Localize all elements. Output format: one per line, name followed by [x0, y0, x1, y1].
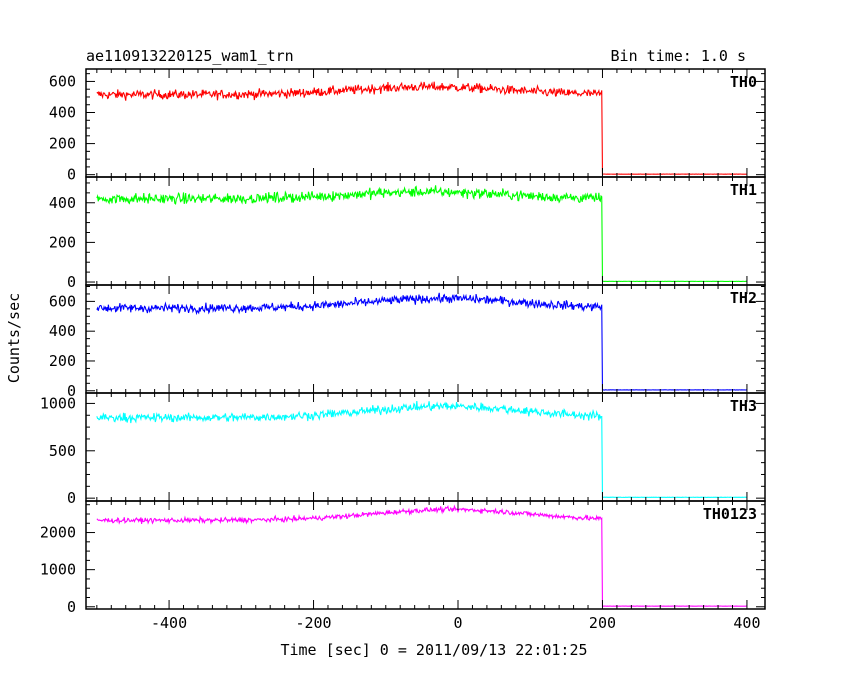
- y-tick-label: 0: [67, 166, 76, 184]
- x-tick-label: 200: [589, 614, 616, 632]
- panel-th0123: 0 1000 2000 TH0123: [40, 500, 766, 616]
- y-axis-label: Counts/sec: [5, 293, 23, 383]
- y-tick-label: 400: [49, 194, 76, 212]
- panel-frame: [85, 392, 766, 502]
- bin-time-label: Bin time: 1.0 s: [611, 47, 746, 65]
- series-th2: [96, 292, 748, 391]
- y-tick-label: 1000: [40, 561, 76, 579]
- y-tick-label: 2000: [40, 524, 76, 542]
- panel-th3: 0 500 1000 TH3: [40, 392, 766, 507]
- channel-label: TH3: [730, 397, 757, 415]
- series-th1: [96, 185, 748, 282]
- panel-th2: 0 200 400 600 TH2: [49, 284, 766, 400]
- series-th3: [96, 401, 748, 498]
- panel-frame: [85, 500, 766, 610]
- y-tick-label: 0: [67, 598, 76, 616]
- x-tick-label: 400: [733, 614, 760, 632]
- y-tick-label: 0: [67, 273, 76, 291]
- y-tick-label: 200: [49, 352, 76, 370]
- x-tick-label: -200: [295, 614, 331, 632]
- panels-group: 0 200 400 600 TH0 0 200 400 TH1 0 200 400 600 TH2 0 500…: [40, 68, 766, 632]
- channel-label: TH0123: [703, 505, 757, 523]
- y-tick-label: 200: [49, 135, 76, 153]
- y-tick-label: 0: [67, 489, 76, 507]
- series-th0123: [96, 504, 747, 607]
- channel-label: TH0: [730, 73, 757, 91]
- chart-title: ae110913220125_wam1_trn: [86, 47, 294, 65]
- y-tick-label: 600: [49, 72, 76, 90]
- y-tick-label: 600: [49, 292, 76, 310]
- panel-th0: 0 200 400 600 TH0: [49, 68, 766, 184]
- x-axis-label: Time [sec] 0 = 2011/09/13 22:01:25: [280, 641, 587, 659]
- x-tick-label: -400: [151, 614, 187, 632]
- y-tick-label: 200: [49, 233, 76, 251]
- y-tick-label: 1000: [40, 394, 76, 412]
- series-th0: [96, 81, 747, 175]
- y-tick-label: 400: [49, 104, 76, 122]
- y-tick-label: 400: [49, 322, 76, 340]
- panel-frame: [85, 68, 766, 178]
- channel-label: TH1: [730, 181, 757, 199]
- y-tick-label: 0: [67, 382, 76, 400]
- x-tick-label: 0: [453, 614, 462, 632]
- channel-label: TH2: [730, 289, 757, 307]
- panel-th1: 0 200 400 TH1: [49, 176, 766, 291]
- y-tick-label: 500: [49, 442, 76, 460]
